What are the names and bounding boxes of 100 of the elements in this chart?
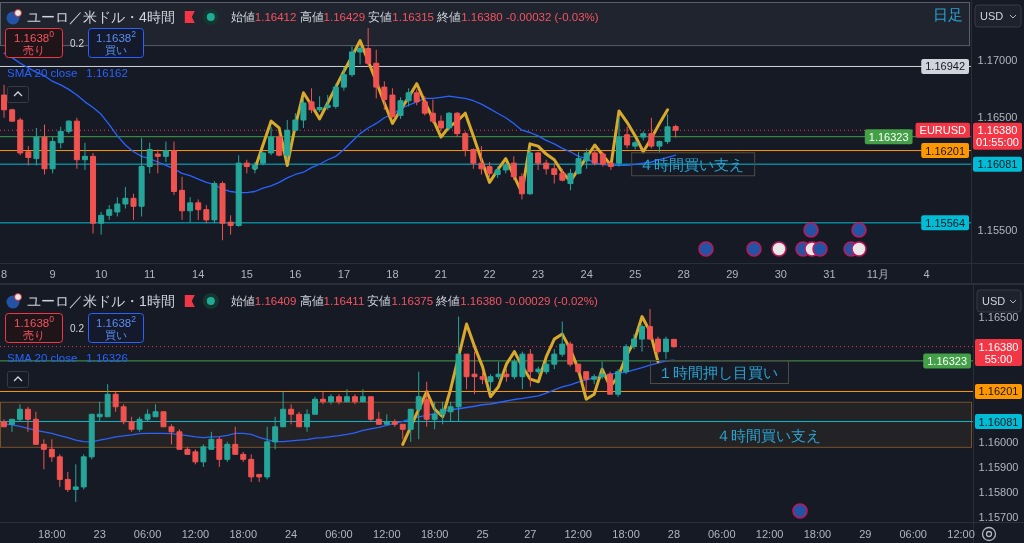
candlestick (72, 463, 79, 503)
x-tick-label: 23 (93, 528, 106, 540)
candlestick (308, 87, 315, 114)
x-tick-label: 16 (289, 268, 302, 280)
candlestick (423, 381, 430, 428)
annotation: EURUSD (919, 124, 967, 137)
y-tick-label: 1.16500 (977, 110, 1018, 123)
candlestick (575, 363, 582, 375)
candlestick (631, 333, 638, 350)
candlestick (64, 471, 71, 493)
x-tick-label: 12:00 (947, 528, 975, 540)
x-tick-label: 23 (531, 268, 545, 280)
candlestick (559, 168, 566, 182)
candlestick (96, 401, 103, 423)
candlestick (543, 361, 550, 375)
y-tick-label: 1.15500 (977, 224, 1018, 237)
candlestick (670, 338, 677, 349)
x-tick-label: 24 (580, 268, 593, 280)
candlestick (170, 141, 177, 196)
candlestick (328, 393, 334, 405)
x-tick-label: 15 (240, 268, 253, 280)
candlestick (624, 126, 631, 149)
candlestick (335, 393, 342, 405)
annotation: 1.1638$^{0}$ (14, 28, 55, 44)
candlestick (359, 388, 366, 403)
text: SMA 20 close (7, 352, 78, 364)
candlestick (647, 308, 653, 340)
candlestick (81, 142, 88, 171)
candlestick (607, 161, 614, 171)
candlestick (672, 124, 679, 139)
candlestick (567, 341, 574, 368)
price-tag: 1.16081 (975, 414, 1022, 430)
x-tick-label: 24 (284, 528, 298, 540)
x-tick-label: 12:00 (373, 528, 401, 540)
candlestick (296, 411, 303, 428)
candlestick (33, 127, 40, 166)
candlestick (616, 116, 623, 168)
candlestick (284, 119, 291, 161)
candlestick (623, 343, 630, 375)
candlestick (632, 139, 639, 151)
candlestick (429, 99, 436, 124)
candlestick (399, 423, 406, 440)
x-tick-label: 18:00 (612, 528, 640, 540)
annotation: 1.16162 (86, 67, 128, 79)
candlestick (391, 418, 398, 428)
candlestick (25, 145, 32, 166)
candlestick (240, 451, 247, 463)
x-tick-label: 06:00 (133, 528, 162, 540)
x-tick-label: 11 (143, 268, 156, 280)
note-box: １時間押し目買い (650, 360, 789, 384)
candlestick (375, 411, 382, 425)
candlestick (16, 403, 23, 423)
candlestick (32, 411, 39, 445)
annotation: 買い (105, 329, 127, 341)
x-tick-label: 30 (774, 268, 787, 280)
candlestick (154, 149, 161, 174)
annotation: 買い (105, 44, 127, 56)
candlestick (527, 348, 534, 388)
candlestick (316, 95, 323, 113)
candlestick (510, 155, 517, 181)
candlestick (639, 323, 645, 353)
chart-title: ユーロ／米ドル・1時間 (27, 293, 175, 309)
x-tick-label: 18:00 (420, 528, 449, 540)
candlestick (288, 403, 295, 425)
text: USD (980, 10, 1004, 22)
candlestick (583, 371, 590, 393)
candlestick (357, 45, 364, 65)
candlestick (599, 361, 606, 380)
candlestick (251, 161, 258, 174)
candlestick (65, 119, 72, 135)
candlestick (195, 198, 202, 221)
candlestick (98, 211, 105, 236)
x-tick-label: 25 (629, 268, 642, 280)
x-tick-label: 12:00 (564, 528, 592, 540)
candlestick (304, 408, 311, 433)
x-tick-label: 27 (524, 528, 537, 540)
candlestick (591, 373, 598, 385)
candlestick (106, 204, 113, 221)
y-tick-label: 1.15700 (978, 510, 1019, 523)
candlestick (146, 142, 153, 174)
candlestick (1, 84, 8, 119)
annotation: 1.1638$^{2}$ (96, 28, 137, 44)
candlestick (232, 426, 239, 455)
candlestick (56, 453, 63, 488)
candlestick (259, 151, 266, 166)
candlestick (280, 391, 287, 428)
candlestick (179, 176, 186, 221)
x-tick-label: 17 (337, 268, 351, 280)
text: 始値1.16409 高値1.16411 安値1.16375 終値1.16380 -0.00029 (-0.02%) (230, 295, 598, 307)
candlestick (243, 159, 250, 174)
x-tick-label: 28 (667, 528, 681, 540)
candlestick (591, 149, 598, 166)
candlestick (373, 49, 380, 99)
candlestick (40, 438, 47, 470)
x-tick-label: 22 (483, 268, 496, 280)
candlestick (503, 368, 510, 383)
x-tick-label: 10 (95, 268, 108, 280)
x-tick-label: 06:00 (325, 528, 353, 540)
candlestick (114, 196, 121, 217)
candlestick (312, 396, 318, 415)
